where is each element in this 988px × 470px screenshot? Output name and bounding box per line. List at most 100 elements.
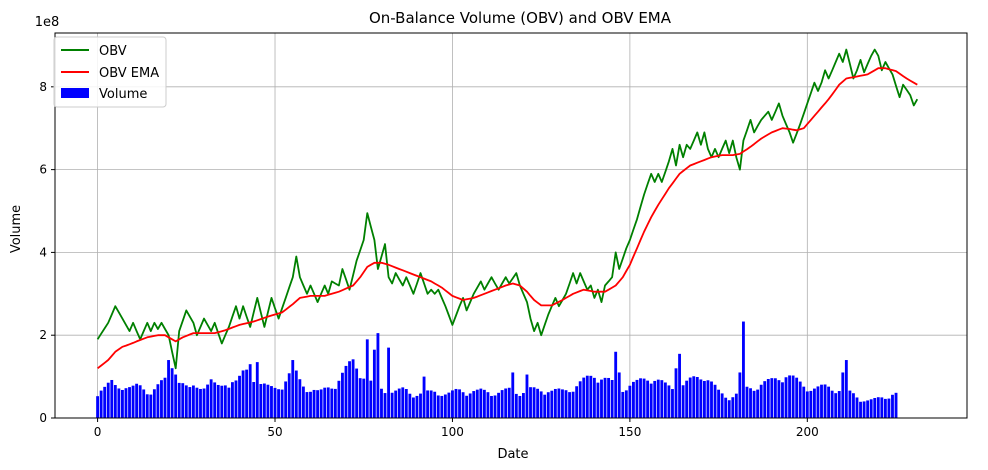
volume-bar xyxy=(195,387,199,418)
volume-bar xyxy=(323,387,327,418)
y-tick-label: 2 xyxy=(39,328,47,342)
volume-bar xyxy=(163,377,167,418)
x-tick-label: 0 xyxy=(94,425,102,439)
volume-bar xyxy=(812,388,816,418)
volume-bar xyxy=(177,382,181,418)
volume-bar xyxy=(855,397,859,418)
volume-bar xyxy=(103,386,107,418)
volume-bar xyxy=(121,389,124,418)
volume-bar xyxy=(451,390,454,418)
volume-bar xyxy=(113,385,117,418)
volume-bar xyxy=(429,390,433,418)
volume-bar xyxy=(149,394,153,418)
volume-bar xyxy=(206,384,210,418)
legend-volume-swatch xyxy=(61,88,89,98)
volume-bar xyxy=(436,395,440,418)
volume-bar xyxy=(561,389,564,418)
volume-bar xyxy=(341,372,344,418)
volume-bar xyxy=(749,388,752,418)
volume-bar xyxy=(216,384,220,418)
volume-bar xyxy=(433,391,437,418)
volume-bar xyxy=(550,390,554,418)
volume-bar xyxy=(490,395,493,418)
legend: OBV OBV EMA Volume xyxy=(53,36,167,108)
volume-bar xyxy=(624,390,628,418)
volume-bar xyxy=(461,392,465,418)
volume-bar xyxy=(422,376,426,418)
volume-bar xyxy=(525,374,529,418)
volume-bar xyxy=(681,385,685,418)
x-tick-label: 100 xyxy=(441,425,464,439)
volume-bar xyxy=(401,387,405,418)
volume-bar xyxy=(238,375,241,418)
volume-bar xyxy=(614,351,618,418)
volume-bar xyxy=(773,378,777,418)
volume-bar xyxy=(280,389,284,418)
volume-bar xyxy=(518,395,522,418)
volume-bar xyxy=(199,388,202,418)
volume-bar xyxy=(805,391,809,418)
volume-bar xyxy=(482,389,486,418)
volume-bar xyxy=(809,390,813,418)
volume-bar xyxy=(294,370,298,418)
volume-bar xyxy=(504,388,508,418)
volume-bar xyxy=(859,401,862,418)
volume-bar xyxy=(511,372,515,418)
volume-bar xyxy=(596,382,600,418)
volume-bar xyxy=(866,400,870,418)
volume-bar xyxy=(387,347,390,418)
volume-bar xyxy=(277,389,280,418)
volume-bar xyxy=(156,384,160,418)
volume-bar xyxy=(96,396,100,418)
volume-bar xyxy=(713,384,717,418)
volume-bar xyxy=(656,379,660,418)
volume-bar xyxy=(365,339,369,418)
volume-bar xyxy=(312,389,316,418)
volume-bar xyxy=(699,379,703,418)
volume-bar xyxy=(426,390,430,418)
y-tick-label: 8 xyxy=(39,80,47,94)
volume-bar xyxy=(646,380,650,418)
volume-bar xyxy=(788,375,791,418)
volume-bar xyxy=(419,393,422,418)
volume-bar xyxy=(131,385,135,418)
volume-bar xyxy=(493,395,497,418)
volume-bar xyxy=(248,364,252,418)
volume-bar xyxy=(880,397,884,418)
volume-bar xyxy=(706,380,710,418)
y-axis-label: Volume xyxy=(9,205,24,253)
volume-bar xyxy=(117,388,121,418)
volume-bar xyxy=(731,397,735,418)
volume-bar xyxy=(663,382,667,418)
volume-bar xyxy=(802,386,806,418)
volume-bar xyxy=(262,383,266,418)
volume-bar xyxy=(305,392,309,418)
volume-bar xyxy=(777,380,781,418)
volume-bar xyxy=(734,393,738,418)
volume-bar xyxy=(255,362,259,418)
volume-bar xyxy=(458,389,461,418)
volume-bar xyxy=(766,378,770,418)
volume-bar xyxy=(99,390,103,418)
volume-bar xyxy=(135,383,139,418)
volume-bar xyxy=(635,379,639,418)
volume-bar xyxy=(142,389,146,418)
volume-bar xyxy=(522,393,525,418)
volume-bar xyxy=(592,377,596,418)
volume-bar xyxy=(174,374,178,418)
volume-bar xyxy=(376,333,380,418)
volume-bar xyxy=(497,392,500,418)
volume-bar xyxy=(617,372,621,418)
volume-bar xyxy=(500,390,504,418)
volume-bar xyxy=(301,386,305,418)
volume-bar xyxy=(837,391,841,418)
volume-bar xyxy=(319,389,323,418)
volume-bar xyxy=(220,385,224,418)
volume-bar xyxy=(536,388,540,418)
volume-bar xyxy=(202,388,206,418)
volume-bar xyxy=(227,387,231,418)
volume-bar xyxy=(553,388,557,418)
volume-bar xyxy=(454,388,458,418)
volume-bar xyxy=(628,385,632,418)
chart-title: On-Balance Volume (OBV) and OBV EMA xyxy=(369,9,672,27)
